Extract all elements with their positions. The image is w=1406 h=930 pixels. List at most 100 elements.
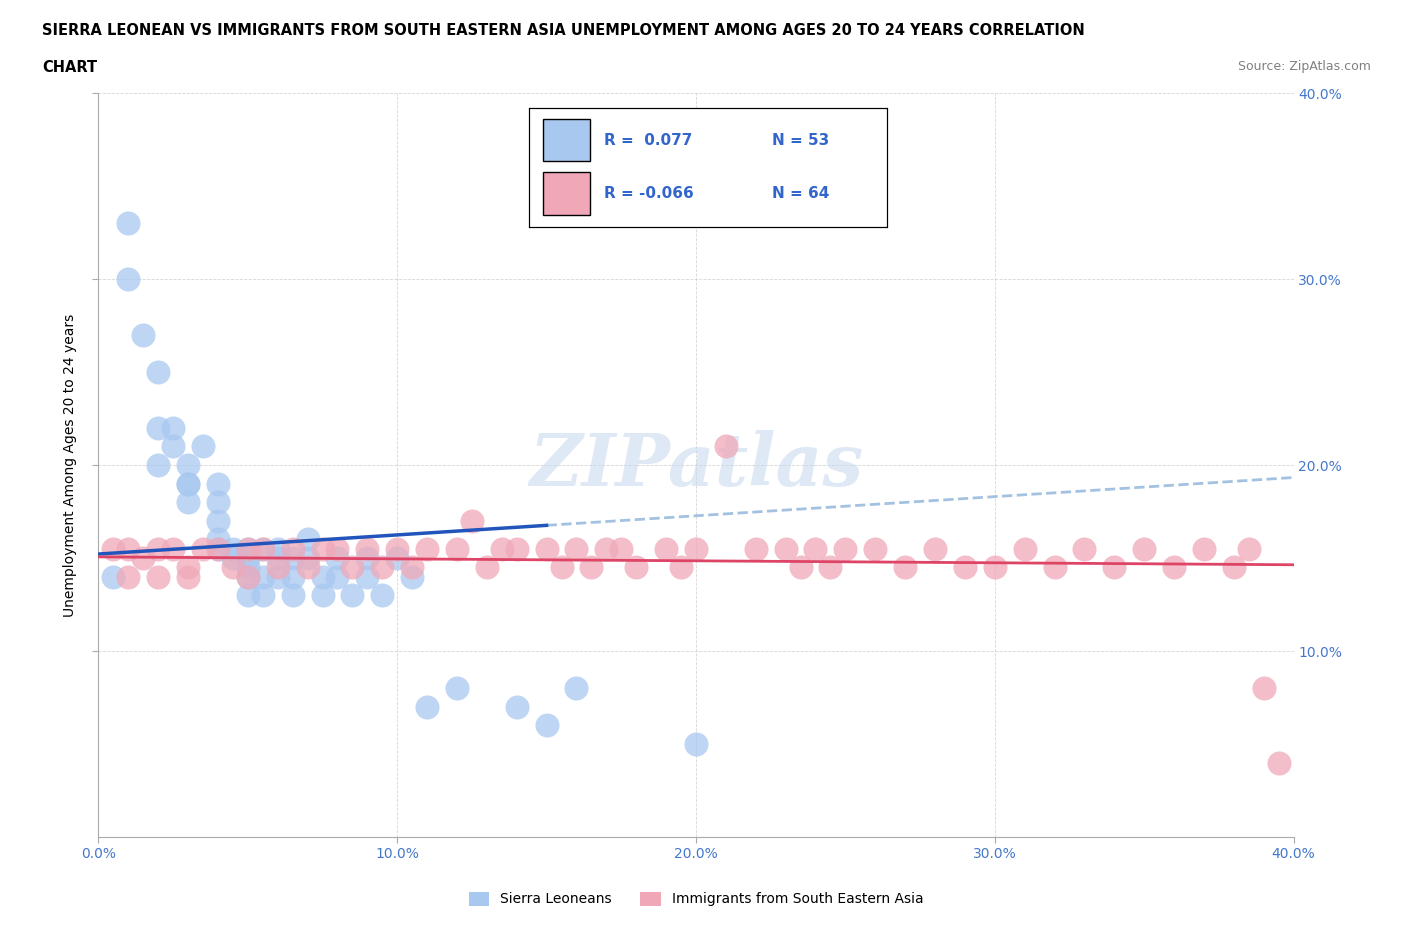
Point xyxy=(236,551,259,565)
Point xyxy=(311,569,333,584)
Point xyxy=(565,681,588,696)
Point xyxy=(267,569,290,584)
Point xyxy=(281,569,304,584)
Point xyxy=(162,541,184,556)
Point xyxy=(207,532,229,547)
Point xyxy=(924,541,946,556)
Point xyxy=(132,551,155,565)
Point xyxy=(356,569,378,584)
Point xyxy=(804,541,827,556)
Point xyxy=(191,439,214,454)
Point xyxy=(117,541,139,556)
Point xyxy=(595,541,617,556)
Point xyxy=(714,439,737,454)
Point xyxy=(581,560,603,575)
Point xyxy=(550,560,572,575)
Point xyxy=(222,551,245,565)
Point xyxy=(103,569,125,584)
Point xyxy=(356,551,378,565)
Point xyxy=(191,541,214,556)
Point xyxy=(177,560,200,575)
Point xyxy=(148,365,170,379)
Point xyxy=(385,551,409,565)
Point xyxy=(117,216,139,231)
Point xyxy=(177,476,200,491)
Point xyxy=(207,541,229,556)
Point xyxy=(342,588,364,603)
Point xyxy=(1267,755,1289,770)
Point xyxy=(461,513,484,528)
Point xyxy=(162,420,184,435)
Text: SIERRA LEONEAN VS IMMIGRANTS FROM SOUTH EASTERN ASIA UNEMPLOYMENT AMONG AGES 20 : SIERRA LEONEAN VS IMMIGRANTS FROM SOUTH … xyxy=(42,23,1085,38)
Point xyxy=(1253,681,1275,696)
Point xyxy=(177,569,200,584)
Point xyxy=(416,699,439,714)
Point xyxy=(281,551,304,565)
Point xyxy=(297,551,319,565)
Point xyxy=(1223,560,1246,575)
Point xyxy=(281,541,304,556)
Point xyxy=(281,588,304,603)
Point xyxy=(745,541,768,556)
Point xyxy=(222,560,245,575)
Point xyxy=(103,541,125,556)
Text: ZIPatlas: ZIPatlas xyxy=(529,430,863,500)
Point xyxy=(326,569,349,584)
Y-axis label: Unemployment Among Ages 20 to 24 years: Unemployment Among Ages 20 to 24 years xyxy=(63,313,77,617)
Point xyxy=(401,569,423,584)
Point xyxy=(626,560,648,575)
Point xyxy=(1104,560,1126,575)
Point xyxy=(401,560,423,575)
Point xyxy=(1192,541,1215,556)
Point xyxy=(148,458,170,472)
Point xyxy=(162,439,184,454)
Point xyxy=(148,541,170,556)
Point xyxy=(236,541,259,556)
Point xyxy=(236,569,259,584)
Point xyxy=(655,541,678,556)
Point xyxy=(356,541,378,556)
Point xyxy=(475,560,498,575)
Point xyxy=(536,718,558,733)
Point xyxy=(236,569,259,584)
Point xyxy=(371,588,394,603)
Point xyxy=(177,458,200,472)
Point xyxy=(148,420,170,435)
Point xyxy=(326,551,349,565)
Point xyxy=(1237,541,1260,556)
Point xyxy=(789,560,811,575)
Point xyxy=(565,541,588,556)
Point xyxy=(1073,541,1095,556)
Point xyxy=(236,588,259,603)
Point xyxy=(252,569,274,584)
Point xyxy=(252,541,274,556)
Point xyxy=(669,560,692,575)
Point xyxy=(267,560,290,575)
Point xyxy=(117,272,139,286)
Point xyxy=(236,560,259,575)
Point xyxy=(132,327,155,342)
Text: CHART: CHART xyxy=(42,60,97,75)
Point xyxy=(207,476,229,491)
Point xyxy=(1014,541,1036,556)
Point xyxy=(610,541,633,556)
Point xyxy=(297,560,319,575)
Point xyxy=(311,588,333,603)
Point xyxy=(1133,541,1156,556)
Point xyxy=(775,541,797,556)
Point xyxy=(252,588,274,603)
Point xyxy=(1043,560,1066,575)
Point xyxy=(117,569,139,584)
Point xyxy=(385,541,409,556)
Point xyxy=(834,541,856,556)
Point xyxy=(326,541,349,556)
Point xyxy=(1163,560,1185,575)
Point xyxy=(207,541,229,556)
Point xyxy=(222,541,245,556)
Point xyxy=(207,513,229,528)
Point xyxy=(236,541,259,556)
Point xyxy=(267,551,290,565)
Point xyxy=(342,560,364,575)
Point xyxy=(446,681,468,696)
Point xyxy=(207,495,229,510)
